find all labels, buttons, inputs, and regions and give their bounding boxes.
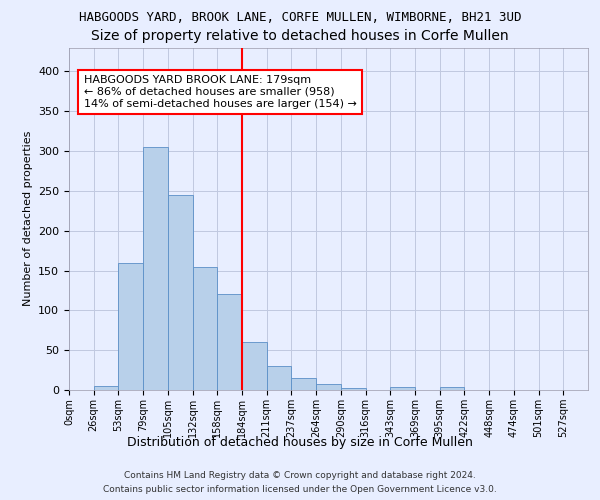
Bar [118,262,143,390]
Bar [168,195,193,390]
Bar [94,386,118,390]
Y-axis label: Number of detached properties: Number of detached properties [23,131,32,306]
Text: Contains public sector information licensed under the Open Government Licence v3: Contains public sector information licen… [103,484,497,494]
Bar [143,147,168,390]
Text: HABGOODS YARD, BROOK LANE, CORFE MULLEN, WIMBORNE, BH21 3UD: HABGOODS YARD, BROOK LANE, CORFE MULLEN,… [79,11,521,24]
Bar [242,342,267,390]
Bar [292,378,316,390]
Bar [390,387,415,390]
Bar [267,366,292,390]
Text: Distribution of detached houses by size in Corfe Mullen: Distribution of detached houses by size … [127,436,473,449]
Text: HABGOODS YARD BROOK LANE: 179sqm
← 86% of detached houses are smaller (958)
14% : HABGOODS YARD BROOK LANE: 179sqm ← 86% o… [84,76,357,108]
Bar [316,384,341,390]
Bar [440,387,464,390]
Bar [193,266,217,390]
Bar [217,294,242,390]
Text: Contains HM Land Registry data © Crown copyright and database right 2024.: Contains HM Land Registry data © Crown c… [124,472,476,480]
Text: Size of property relative to detached houses in Corfe Mullen: Size of property relative to detached ho… [91,29,509,43]
Bar [341,388,365,390]
